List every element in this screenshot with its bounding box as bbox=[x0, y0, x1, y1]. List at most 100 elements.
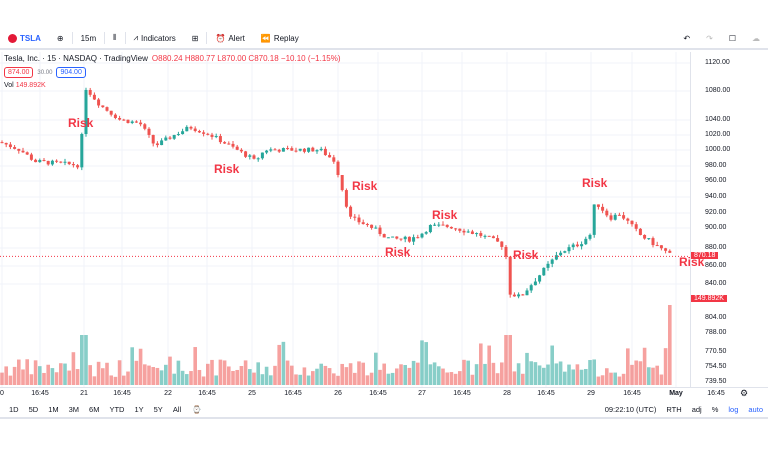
risk-annotation[interactable]: Risk bbox=[352, 179, 378, 193]
price-tick: 1000.00 bbox=[705, 146, 731, 153]
volume-bar bbox=[458, 371, 462, 385]
candle bbox=[210, 134, 214, 137]
adj-toggle[interactable]: adj bbox=[691, 404, 702, 414]
candle bbox=[181, 131, 185, 135]
candle bbox=[277, 149, 281, 152]
log-toggle[interactable]: log bbox=[728, 404, 739, 414]
candle bbox=[353, 216, 357, 218]
risk-annotation[interactable]: Risk bbox=[68, 116, 94, 130]
snapshot-button[interactable]: ☁ bbox=[744, 28, 768, 48]
volume-bar bbox=[248, 369, 252, 385]
price-axis[interactable]: 1120.00 1080.00 1040.00 1020.00 1000.00 980.0… bbox=[690, 52, 768, 387]
last-price-label: 870.18 bbox=[691, 252, 719, 259]
volume-bar bbox=[176, 360, 181, 385]
candle bbox=[344, 190, 348, 207]
buy-button[interactable]: 904.00 bbox=[56, 67, 86, 78]
volume-bar bbox=[281, 341, 286, 385]
candle bbox=[155, 143, 159, 146]
indicators-button[interactable]: ⩘ Indicators bbox=[133, 33, 176, 43]
volume-bar bbox=[143, 364, 147, 385]
range-3m[interactable]: 3M bbox=[68, 404, 80, 414]
symbol-button[interactable]: TSLA bbox=[0, 28, 49, 48]
time-axis[interactable]: 0 16:45 21 16:45 22 16:45 25 16:45 26 16:45 27 16:4… bbox=[0, 387, 768, 401]
range-6m[interactable]: 6M bbox=[89, 404, 100, 414]
compare-add-button[interactable]: ⊕ bbox=[49, 28, 72, 48]
candle bbox=[143, 124, 147, 129]
range-1d[interactable]: 1D bbox=[9, 404, 19, 414]
grid-icon: ⊞ bbox=[191, 33, 199, 43]
candle bbox=[13, 147, 17, 149]
volume-bar bbox=[29, 374, 34, 385]
price-chart[interactable] bbox=[0, 52, 690, 387]
redo-button[interactable]: ↷ bbox=[698, 28, 721, 48]
candle bbox=[651, 238, 655, 246]
time-tick: 16:45 bbox=[453, 390, 471, 397]
candle bbox=[122, 119, 126, 121]
volume-bar bbox=[445, 372, 449, 385]
chart-type-button[interactable]: ⫴ bbox=[105, 28, 124, 48]
volume-bar bbox=[546, 364, 550, 385]
risk-annotation[interactable]: Risk bbox=[513, 248, 539, 262]
volume-bar bbox=[563, 371, 567, 385]
volume-bar bbox=[525, 352, 529, 385]
volume-bar bbox=[92, 376, 97, 385]
auto-toggle[interactable]: auto bbox=[748, 404, 763, 414]
range-5y[interactable]: 5Y bbox=[153, 404, 163, 414]
volume-bar bbox=[504, 335, 508, 385]
goto-date-icon[interactable]: ⌚ bbox=[192, 404, 202, 414]
candle bbox=[328, 155, 332, 158]
price-tick: 1080.00 bbox=[705, 87, 731, 94]
risk-annotation[interactable]: Risk bbox=[214, 162, 240, 176]
templates-button[interactable]: ⊞ bbox=[184, 28, 207, 48]
rth-toggle[interactable]: RTH bbox=[666, 404, 682, 414]
clock[interactable]: 09:22:10 (UTC) bbox=[604, 404, 657, 414]
percent-toggle[interactable]: % bbox=[711, 404, 719, 414]
bottom-toolbar: 1D 5D 1M 3M 6M YTD 1Y 5Y All ⌚ 09:22:10 (UTC) RT… bbox=[0, 401, 768, 419]
candle bbox=[4, 142, 8, 145]
replay-button[interactable]: ⏪ Replay bbox=[260, 33, 299, 43]
volume-bar bbox=[550, 345, 554, 385]
volume-bar bbox=[117, 360, 122, 385]
volume-bar bbox=[441, 368, 445, 385]
settings-icon[interactable]: ⚙ bbox=[740, 388, 749, 398]
range-5d[interactable]: 5D bbox=[28, 404, 39, 414]
volume-bar bbox=[4, 366, 8, 385]
candle bbox=[21, 150, 25, 153]
risk-annotation[interactable]: Risk bbox=[582, 176, 608, 190]
risk-annotation[interactable]: Risk bbox=[432, 208, 458, 222]
range-all[interactable]: All bbox=[172, 404, 182, 414]
risk-annotation[interactable]: Risk bbox=[385, 245, 411, 259]
candle bbox=[17, 148, 21, 151]
time-tick: 16:45 bbox=[198, 390, 216, 397]
interval-button[interactable]: 15m bbox=[80, 33, 97, 43]
volume-bar bbox=[642, 347, 647, 385]
candle bbox=[8, 144, 12, 148]
volume-bar bbox=[491, 362, 496, 385]
candle bbox=[311, 147, 315, 152]
candle bbox=[273, 149, 277, 151]
candle bbox=[554, 255, 558, 260]
volume-bar bbox=[424, 342, 428, 385]
alert-button[interactable]: ⏰ Alert bbox=[215, 33, 245, 43]
volume-bar bbox=[155, 367, 160, 385]
candle bbox=[248, 155, 252, 157]
sell-button[interactable]: 874.00 bbox=[4, 67, 34, 78]
candle bbox=[25, 152, 29, 155]
candle bbox=[466, 231, 470, 233]
candle bbox=[244, 151, 248, 157]
candle bbox=[395, 236, 399, 239]
volume-bar bbox=[264, 366, 269, 385]
fullscreen-button[interactable]: ☐ bbox=[721, 28, 744, 48]
candle bbox=[483, 235, 487, 237]
candle bbox=[189, 126, 193, 129]
volume-bar bbox=[319, 363, 323, 385]
volume-bar bbox=[88, 365, 92, 385]
candle bbox=[500, 241, 504, 247]
volume-bar bbox=[147, 365, 151, 385]
range-1m[interactable]: 1M bbox=[48, 404, 59, 414]
range-ytd[interactable]: YTD bbox=[109, 404, 125, 414]
undo-button[interactable]: ↶ bbox=[675, 28, 698, 48]
range-1y[interactable]: 1Y bbox=[134, 404, 144, 414]
volume-bar bbox=[621, 373, 626, 385]
candle bbox=[424, 232, 428, 234]
